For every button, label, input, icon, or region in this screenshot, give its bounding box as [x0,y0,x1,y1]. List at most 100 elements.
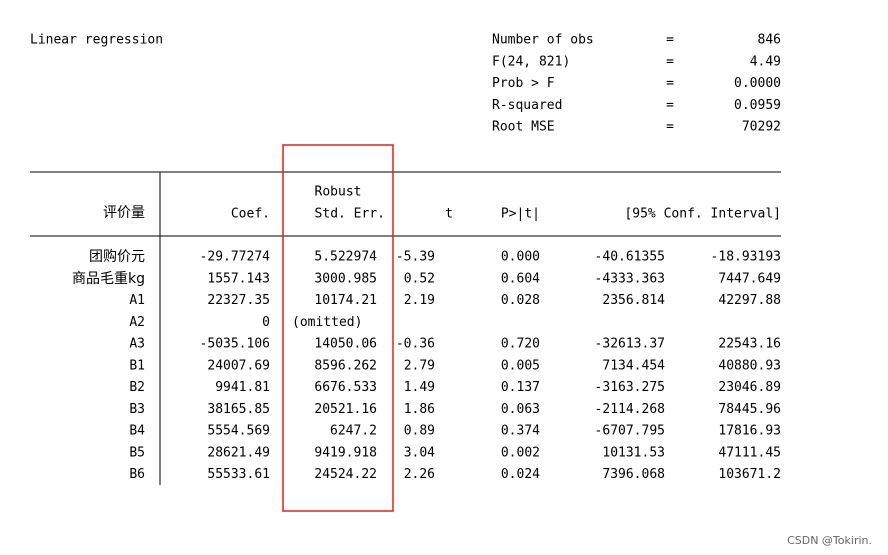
title: Linear regression [30,33,163,48]
cell: -29.77274 [200,250,271,265]
cell: 103671.2 [718,467,781,482]
cell: 10131.53 [602,445,665,460]
cell: 3.04 [404,445,435,460]
cell: -5.39 [396,250,435,265]
col-header: Robust [315,185,362,200]
cell: 24524.22 [314,467,377,482]
col-header: P>|t| [501,207,540,222]
cell: -6707.795 [595,424,665,439]
cell: 7396.068 [602,467,665,482]
depvar: 评价量 [103,205,145,221]
col-header: Std. Err. [315,207,385,222]
cell: 6676.533 [314,380,377,395]
cell: 0.720 [501,337,540,352]
cell: -32613.37 [595,337,665,352]
cell: 9419.918 [314,445,377,460]
stat-label: R-squared [492,98,562,113]
cell: 8596.262 [314,358,377,373]
stat-eq: = [666,76,674,91]
col-header: [95% Conf. Interval] [624,207,781,222]
cell: 20521.16 [314,402,377,417]
cell: -4333.363 [595,271,665,286]
row-name: 商品毛重kg [72,271,145,287]
cell: 42297.88 [718,293,781,308]
cell: 0.002 [501,445,540,460]
highlight-box [282,144,394,512]
cell: 2.26 [404,467,435,482]
cell: 23046.89 [718,380,781,395]
cell: 0.000 [501,250,540,265]
cell: 0.024 [501,467,540,482]
watermark: CSDN @Tokirin. [787,534,872,547]
cell: 0.374 [501,424,540,439]
cell: 1557.143 [207,271,270,286]
row-name: A3 [129,337,145,352]
cell: 78445.96 [718,402,781,417]
cell: 17816.93 [718,424,781,439]
stat-eq: = [666,54,674,69]
cell: 0.137 [501,380,540,395]
cell: (omitted) [292,315,362,330]
cell: 9941.81 [215,380,270,395]
cell: 24007.69 [207,358,270,373]
cell: -0.36 [396,337,435,352]
col-header: t [445,207,453,222]
cell: -3163.275 [595,380,665,395]
stat-label: Number of obs [492,33,594,48]
stat-eq: = [666,120,674,135]
row-name: 团购价元 [89,249,145,265]
cell: 5554.569 [207,424,270,439]
cell: 1.86 [404,402,435,417]
row-name: A2 [129,315,145,330]
cell: 22327.35 [207,293,270,308]
row-name: B5 [129,445,145,460]
stat-label: Root MSE [492,120,555,135]
cell: 2.79 [404,358,435,373]
stat-eq: = [666,33,674,48]
cell: 14050.06 [314,337,377,352]
cell: 1.49 [404,380,435,395]
cell: 0.005 [501,358,540,373]
col-header: Coef. [231,207,270,222]
cell: 2356.814 [602,293,665,308]
stat-eq: = [666,98,674,113]
row-name: B6 [129,467,145,482]
row-name: A1 [129,293,145,308]
row-name: B2 [129,380,145,395]
stat-label: Prob > F [492,76,555,91]
cell: -5035.106 [200,337,270,352]
cell: 55533.61 [207,467,270,482]
stat-value: 4.49 [750,54,781,69]
cell: 0 [262,315,270,330]
stat-value: 0.0000 [734,76,781,91]
stat-value: 846 [758,33,781,48]
cell: 22543.16 [718,337,781,352]
cell: -18.93193 [711,250,781,265]
cell: 28621.49 [207,445,270,460]
cell: 0.89 [404,424,435,439]
cell: 5.522974 [314,250,377,265]
cell: 6247.2 [330,424,377,439]
cell: 0.028 [501,293,540,308]
row-name: B3 [129,402,145,417]
cell: -40.61355 [595,250,665,265]
cell: 3000.985 [314,271,377,286]
stat-label: F(24, 821) [492,54,570,69]
cell: 38165.85 [207,402,270,417]
row-name: B1 [129,358,145,373]
cell: 0.063 [501,402,540,417]
cell: 7447.649 [718,271,781,286]
cell: -2114.268 [595,402,665,417]
stat-value: 0.0959 [734,98,781,113]
stat-value: 70292 [742,120,781,135]
cell: 2.19 [404,293,435,308]
cell: 0.604 [501,271,540,286]
cell: 10174.21 [314,293,377,308]
cell: 0.52 [404,271,435,286]
cell: 40880.93 [718,358,781,373]
cell: 7134.454 [602,358,665,373]
cell: 47111.45 [718,445,781,460]
